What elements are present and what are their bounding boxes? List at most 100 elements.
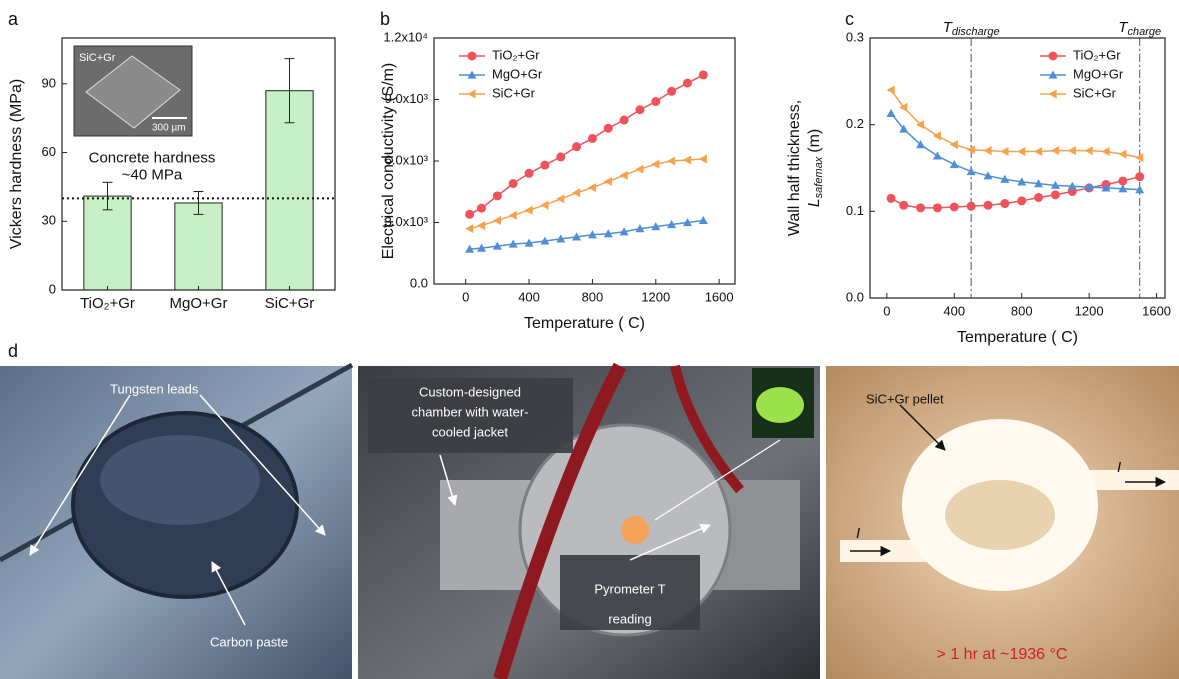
marker [604,124,613,133]
y-axis-label: Lsafemax(m) [806,129,825,207]
x-tick-label: 0 [462,289,469,304]
marker [1000,199,1009,208]
annotation: Concrete hardness [89,149,216,166]
photo-label: I [1117,459,1121,476]
panel-letter: b [380,9,390,29]
marker [572,188,580,197]
x-tick-label: 800 [582,289,604,304]
y-axis-label: Wall half thickness, [786,100,803,236]
marker [933,203,942,212]
photo-label: SiC+Gr pellet [866,391,944,406]
photo-label: chamber with water- [411,404,528,419]
marker [1049,52,1058,61]
marker [967,202,976,211]
marker [588,134,597,143]
vline-label: Tdischarge [943,19,1000,38]
marker [887,194,896,203]
marker [540,201,548,210]
x-tick-label: 1600 [705,289,734,304]
marker [1085,146,1093,155]
x-tick-label: 800 [1011,303,1033,318]
y-unit: (m) [806,129,823,153]
photo-label: Carbon paste [210,634,288,649]
marker [509,179,518,188]
y-tick-label: 30 [42,213,56,228]
marker [540,161,549,170]
series-line [470,220,704,249]
marker [620,171,628,180]
marker [683,155,691,164]
marker [899,201,908,210]
annotation: ~40 MPa [122,166,183,183]
marker [556,152,565,161]
x-tick-label: TiO₂+Gr [80,295,135,312]
marker [1000,147,1008,156]
marker [683,79,692,88]
vline-subscript: charge [1127,26,1161,38]
y-axis-label: Vickers hardness (MPa) [8,79,25,249]
legend-label: TiO₂+Gr [1073,47,1121,62]
vline-subscript: discharge [952,26,1000,38]
marker [1034,193,1043,202]
marker [468,52,477,61]
marker [635,105,644,114]
y-symbol: L [806,198,823,207]
marker [465,224,473,233]
y-tick-label: 0.2 [846,116,864,131]
photo-left: Tungsten leads Carbon paste [0,365,352,679]
marker [465,210,474,219]
panel-letter: a [8,9,19,29]
marker [984,201,993,210]
marker [468,90,476,99]
marker [967,167,976,175]
panel-letter: c [845,9,854,29]
marker [651,160,659,169]
photo-label: Pyrometer T [594,581,665,596]
y-tick-label: 0.1 [846,203,864,218]
photo-label: > 1 hr at ~1936 °C [937,646,1068,663]
marker [635,165,643,174]
legend-label: MgO+Gr [492,66,543,81]
x-tick-label: 400 [943,303,965,318]
marker [950,140,958,149]
y-tick-label: 0.0 [846,289,864,304]
marker [604,177,612,186]
x-axis-label: Temperature ( C) [524,315,645,332]
marker [899,103,907,112]
series-line [470,159,704,229]
y-tick-label: 0.3 [846,29,864,44]
x-tick-label: 0 [883,303,890,318]
marker [950,203,959,212]
marker [667,87,676,96]
marker [1118,150,1126,159]
legend-label: TiO₂+Gr [492,47,540,62]
marker [699,154,707,163]
marker [651,97,660,106]
marker [933,151,942,159]
photo-label: I [856,525,860,542]
panel-letter: d [8,341,18,361]
x-axis-label: Temperature ( C) [957,329,1078,346]
marker [1051,146,1059,155]
marker [699,70,708,79]
marker [620,116,629,125]
marker [1068,146,1076,155]
marker [477,221,485,230]
x-tick-label: 400 [518,289,540,304]
marker [525,206,533,215]
marker [984,146,992,155]
marker [525,169,534,178]
marker [588,183,596,192]
marker [556,194,564,203]
marker [916,203,925,212]
legend-label: MgO+Gr [1073,66,1124,81]
marker [1017,196,1026,205]
marker [1135,172,1144,181]
marker [493,191,502,200]
marker [1051,190,1060,199]
marker [1118,177,1127,186]
marker [1017,147,1025,156]
marker [933,131,941,140]
y-tick-label: 60 [42,144,56,159]
photo-right: SiC+Gr pellet I I > 1 hr at ~1936 °C [826,366,1179,679]
